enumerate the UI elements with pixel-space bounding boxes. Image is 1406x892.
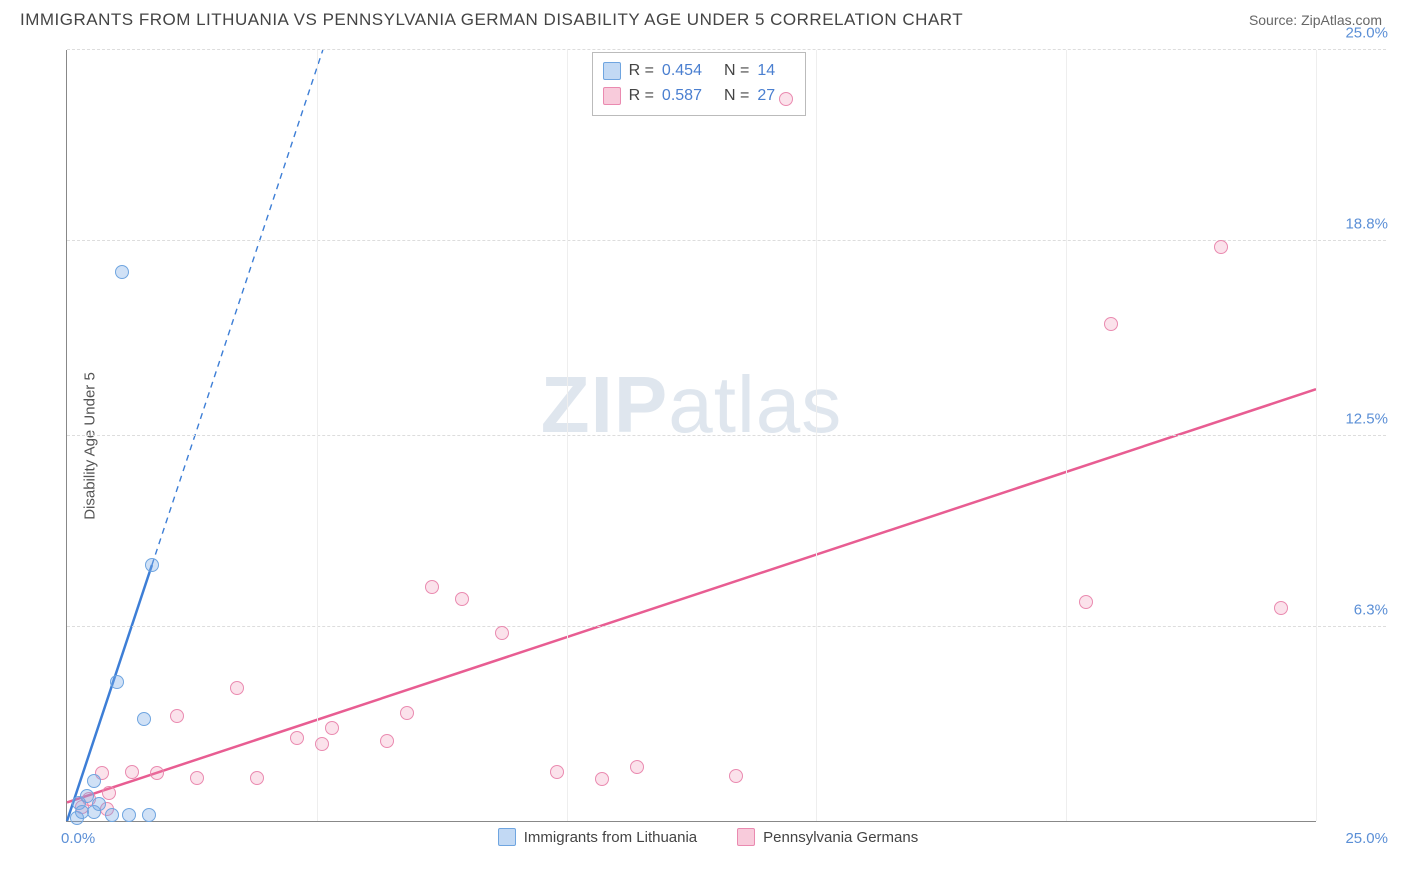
vgridline <box>567 50 568 821</box>
scatter-point <box>115 265 129 279</box>
scatter-point <box>170 709 184 723</box>
stats-box: R = 0.454 N = 14 R = 0.587 N = 27 <box>592 52 807 116</box>
y-axis-tick: 25.0% <box>1345 25 1388 42</box>
scatter-point <box>779 92 793 106</box>
trend-line-blue <box>67 565 152 821</box>
stat-n-value: 14 <box>757 59 775 84</box>
trend-lines <box>67 50 1316 821</box>
scatter-point <box>495 626 509 640</box>
scatter-point <box>380 734 394 748</box>
vgridline <box>317 50 318 821</box>
vgridline <box>816 50 817 821</box>
scatter-point <box>105 808 119 822</box>
gridline <box>67 435 1386 436</box>
stat-r-label: R = <box>629 59 654 84</box>
scatter-point <box>550 765 564 779</box>
legend-label: Immigrants from Lithuania <box>524 829 697 846</box>
scatter-point <box>325 721 339 735</box>
stat-r-value: 0.454 <box>662 59 702 84</box>
scatter-point <box>230 681 244 695</box>
vgridline <box>1066 50 1067 821</box>
stat-r-value: 0.587 <box>662 84 702 109</box>
stats-row-blue: R = 0.454 N = 14 <box>603 59 790 84</box>
gridline <box>67 240 1386 241</box>
trend-line-pink <box>67 389 1316 802</box>
legend-label: Pennsylvania Germans <box>763 829 918 846</box>
scatter-point <box>1214 240 1228 254</box>
scatter-point <box>1104 317 1118 331</box>
scatter-point <box>1079 595 1093 609</box>
scatter-point <box>630 760 644 774</box>
y-axis-tick: 6.3% <box>1354 601 1388 618</box>
scatter-point <box>92 797 106 811</box>
watermark: ZIPatlas <box>541 359 842 451</box>
trend-line-blue-dashed <box>152 50 323 565</box>
gridline <box>67 626 1386 627</box>
scatter-point <box>142 808 156 822</box>
swatch-blue-icon <box>498 828 516 846</box>
scatter-point <box>729 769 743 783</box>
legend-item-pink: Pennsylvania Germans <box>737 828 918 846</box>
scatter-point <box>102 786 116 800</box>
scatter-point <box>250 771 264 785</box>
chart-header: IMMIGRANTS FROM LITHUANIA VS PENNSYLVANI… <box>0 0 1406 34</box>
scatter-point <box>150 766 164 780</box>
y-axis-tick: 12.5% <box>1345 410 1388 427</box>
scatter-point <box>87 774 101 788</box>
source-label: Source: <box>1249 12 1297 28</box>
scatter-point <box>137 712 151 726</box>
scatter-point <box>122 808 136 822</box>
stat-n-label: N = <box>724 84 749 109</box>
scatter-point <box>455 592 469 606</box>
chart-title: IMMIGRANTS FROM LITHUANIA VS PENNSYLVANI… <box>20 10 963 30</box>
scatter-point <box>1274 601 1288 615</box>
swatch-blue-icon <box>603 62 621 80</box>
stat-r-label: R = <box>629 84 654 109</box>
plot-area: ZIPatlas R = 0.454 N = 14 R = 0.587 N = … <box>66 50 1316 822</box>
scatter-point <box>315 737 329 751</box>
scatter-point <box>190 771 204 785</box>
y-axis-tick: 18.8% <box>1345 216 1388 233</box>
scatter-point <box>595 772 609 786</box>
scatter-point <box>145 558 159 572</box>
swatch-pink-icon <box>737 828 755 846</box>
stat-n-value: 27 <box>757 84 775 109</box>
chart-legend: Immigrants from Lithuania Pennsylvania G… <box>20 828 1396 846</box>
scatter-point <box>110 675 124 689</box>
vgridline <box>1316 50 1317 821</box>
stat-n-label: N = <box>724 59 749 84</box>
scatter-point <box>290 731 304 745</box>
gridline <box>67 49 1386 50</box>
swatch-pink-icon <box>603 87 621 105</box>
chart-container: Disability Age Under 5 ZIPatlas R = 0.45… <box>20 40 1396 852</box>
scatter-point <box>425 580 439 594</box>
scatter-point <box>125 765 139 779</box>
stats-row-pink: R = 0.587 N = 27 <box>603 84 790 109</box>
legend-item-blue: Immigrants from Lithuania <box>498 828 697 846</box>
scatter-point <box>400 706 414 720</box>
